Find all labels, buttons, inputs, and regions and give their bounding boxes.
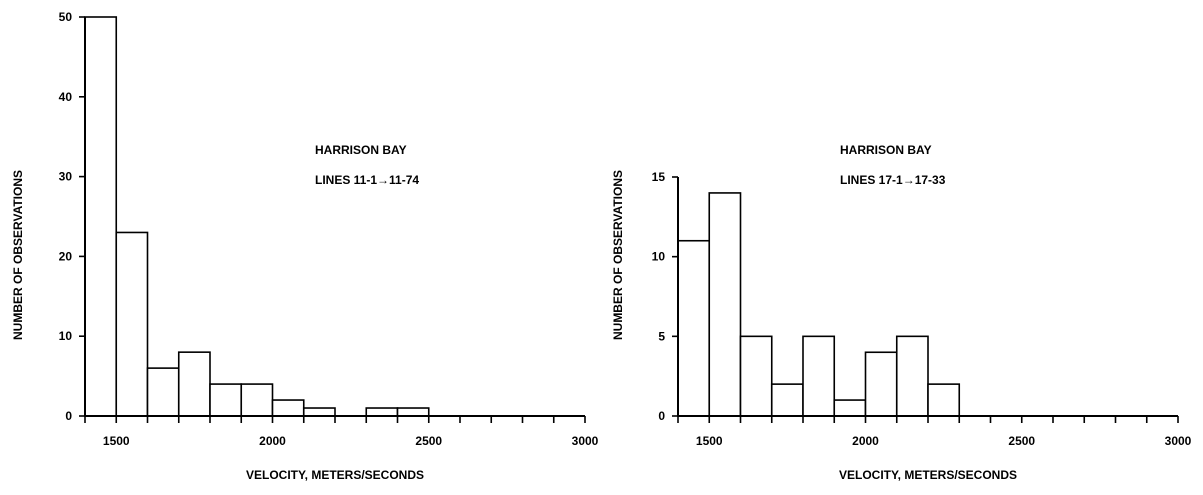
- histogram-bar: [365, 407, 399, 417]
- x-tick-label: 1500: [696, 434, 723, 448]
- y-tick-label: 5: [658, 329, 665, 343]
- histogram-bar: [84, 16, 118, 417]
- annotation-line: HARRISON BAY: [315, 143, 407, 157]
- x-tick-label: 3000: [1165, 434, 1192, 448]
- histogram-bar: [115, 231, 149, 417]
- histogram-bar: [770, 383, 804, 417]
- y-tick-label: 20: [59, 249, 73, 263]
- histogram-bar: [927, 383, 961, 417]
- y-tick-label: 0: [658, 409, 665, 423]
- annotation-line: LINES 17-1→17-33: [840, 173, 946, 187]
- y-tick-label: 10: [652, 250, 666, 264]
- histogram-bar: [802, 335, 836, 417]
- histogram-bar: [240, 383, 274, 417]
- histogram-panel-right: 1500 2000 2500 3000 0 5 10 15 VELOCITY, METERS/S…: [611, 143, 1192, 482]
- x-axis-label: VELOCITY, METERS/SECONDS: [839, 468, 1017, 482]
- y-tick-label: 50: [59, 10, 73, 24]
- histogram-bar: [396, 407, 430, 417]
- histogram-bar: [895, 335, 929, 417]
- y-tick-label: 40: [59, 90, 73, 104]
- histogram-bar: [677, 239, 711, 417]
- x-axis-label: VELOCITY, METERS/SECONDS: [246, 468, 424, 482]
- annotation-line: HARRISON BAY: [840, 143, 932, 157]
- histogram-panel-left: 1500 2000 2500 3000 0 10 20 30 40 50 VELOCITY, MET…: [11, 10, 599, 482]
- y-axis-label: NUMBER OF OBSERVATIONS: [611, 170, 625, 340]
- histogram-bar: [302, 407, 336, 417]
- y-tick-label: 30: [59, 170, 73, 184]
- x-tick-label: 2500: [1008, 434, 1035, 448]
- histogram-bar: [833, 399, 867, 417]
- annotation-line: LINES 11-1→11-74: [315, 173, 419, 187]
- histogram-bar: [271, 399, 305, 417]
- y-axis-label: NUMBER OF OBSERVATIONS: [11, 170, 25, 340]
- x-tick-label: 1500: [103, 434, 130, 448]
- y-tick-label: 15: [652, 170, 666, 184]
- histogram-bar: [739, 335, 773, 417]
- histogram-bar: [864, 351, 898, 417]
- histogram-bar: [177, 351, 211, 417]
- histogram-bar: [146, 367, 180, 417]
- y-tick-label: 10: [59, 329, 73, 343]
- x-tick-label: 2000: [259, 434, 286, 448]
- y-tick-label: 0: [65, 409, 72, 423]
- x-tick-label: 2000: [852, 434, 879, 448]
- x-tick-label: 2500: [415, 434, 442, 448]
- histogram-bar: [708, 192, 742, 417]
- histogram-bar: [209, 383, 243, 417]
- x-tick-label: 3000: [572, 434, 599, 448]
